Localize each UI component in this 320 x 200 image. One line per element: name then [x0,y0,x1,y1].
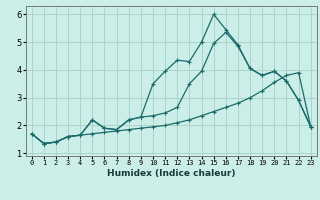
X-axis label: Humidex (Indice chaleur): Humidex (Indice chaleur) [107,169,236,178]
